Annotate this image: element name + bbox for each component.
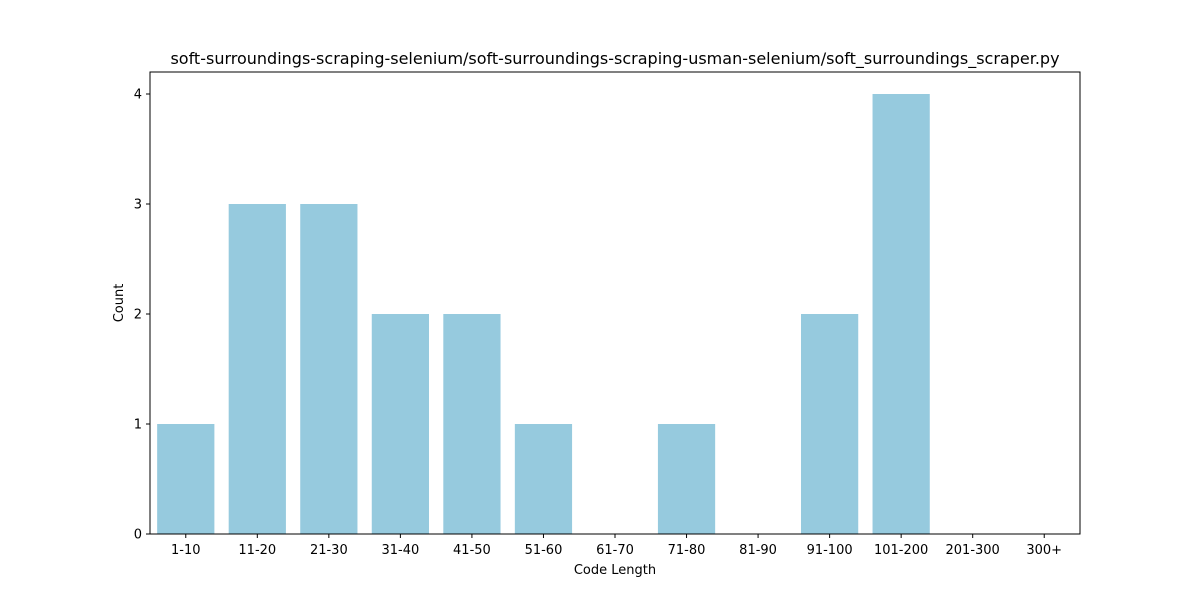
- y-tick-label: 0: [134, 528, 142, 543]
- x-tick-label: 71-80: [668, 543, 706, 558]
- bar-41-50: [443, 314, 501, 534]
- bar-101-200: [872, 94, 930, 534]
- x-tick-label: 51-60: [525, 543, 563, 558]
- x-tick-label: 11-20: [238, 543, 276, 558]
- bars-group: [157, 94, 930, 534]
- bar-71-80: [657, 424, 716, 534]
- y-tick-label: 3: [134, 198, 142, 213]
- x-tick-label: 300+: [1026, 543, 1062, 558]
- y-tick-label: 1: [134, 418, 142, 433]
- x-tick-label: 81-90: [739, 543, 777, 558]
- x-tick-label: 91-100: [807, 543, 853, 558]
- bar-91-100: [801, 314, 859, 534]
- bar-1-10: [157, 424, 215, 534]
- x-tick-label: 21-30: [310, 543, 348, 558]
- x-tick-label: 41-50: [453, 543, 491, 558]
- bar-31-40: [371, 314, 429, 534]
- x-tick-label: 61-70: [596, 543, 634, 558]
- bar-11-20: [228, 204, 286, 534]
- bar-51-60: [514, 424, 573, 534]
- x-tick-label: 1-10: [171, 543, 201, 558]
- x-tick-label: 101-200: [874, 543, 928, 558]
- plot-frame: [149, 71, 1081, 535]
- y-tick-label: 2: [134, 308, 142, 323]
- y-axis: 0 1 2 3 4: [134, 88, 150, 543]
- y-tick-label: 4: [134, 88, 142, 103]
- x-tick-label: 201-300: [946, 543, 1000, 558]
- x-axis-label: Code Length: [574, 563, 656, 578]
- bar-21-30: [300, 204, 358, 534]
- y-axis-label: Count: [112, 284, 127, 323]
- x-tick-label: 31-40: [381, 543, 419, 558]
- chart-title: soft-surroundings-scraping-selenium/soft…: [170, 49, 1059, 69]
- x-axis: 1-10 11-20 21-30 31-40 41-50 51-60 61-70 71-80 8…: [171, 534, 1062, 558]
